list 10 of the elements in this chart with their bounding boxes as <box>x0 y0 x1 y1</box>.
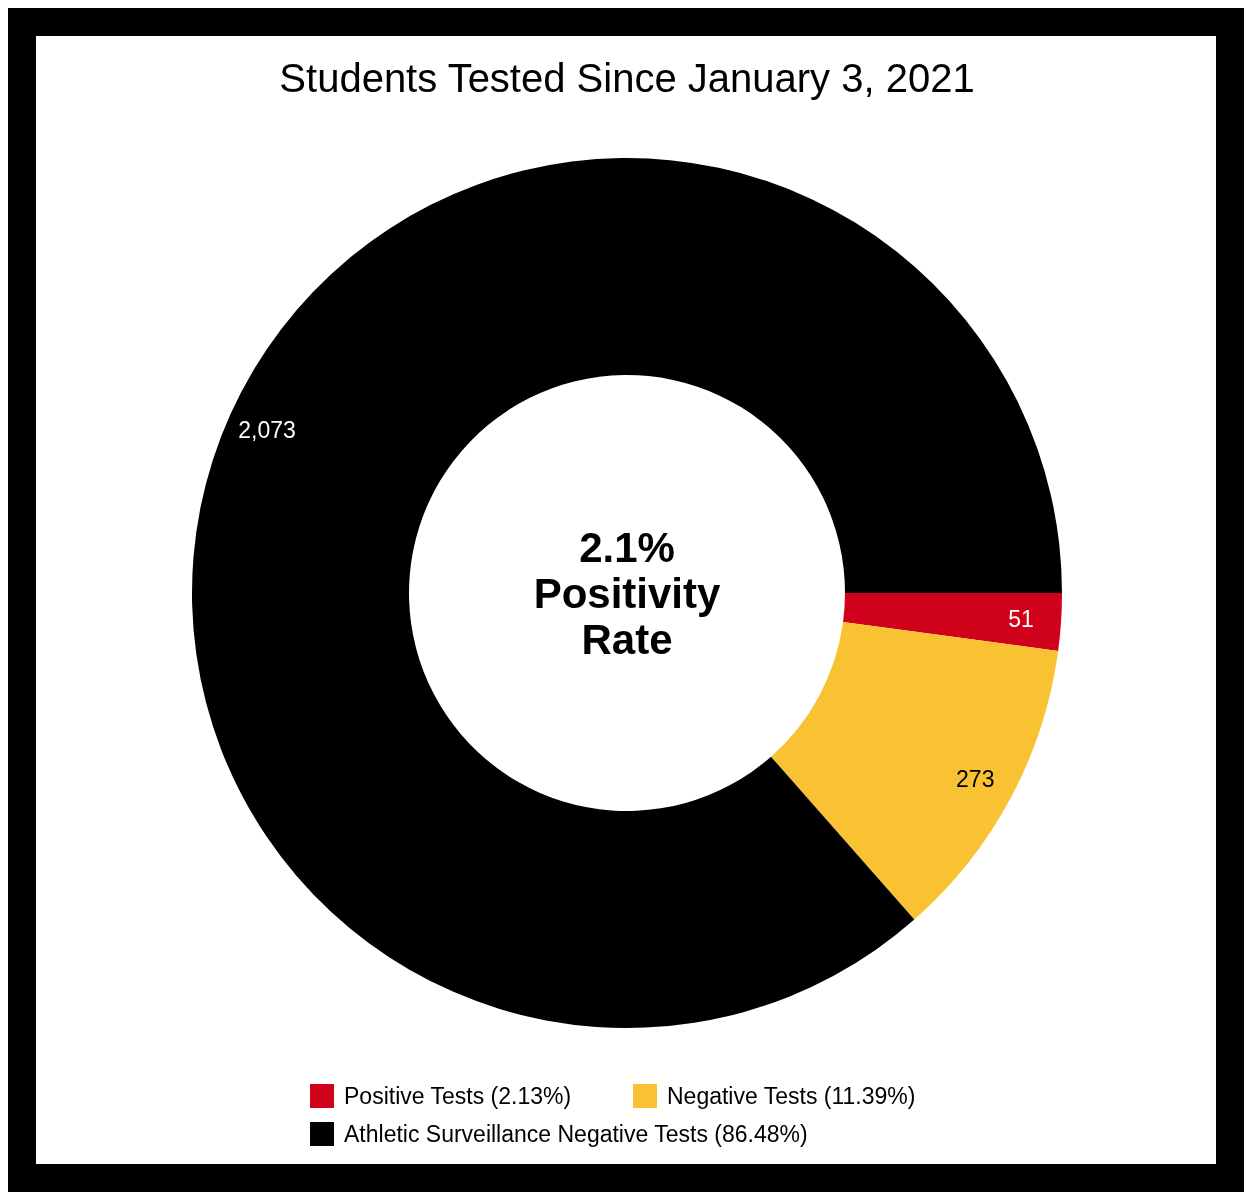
data-label: 2,073 <box>238 417 296 444</box>
data-label: 51 <box>1008 606 1034 633</box>
text: 2.1% Positivity Rate <box>533 523 721 663</box>
data-label: 273 <box>956 766 995 793</box>
chart-title: Students Tested Since January 3, 2021 <box>279 56 975 100</box>
legend-label: Positive Tests (2.13%) <box>344 1083 572 1109</box>
legend-label: Athletic Surveillance Negative Tests (86.48%) <box>344 1121 808 1147</box>
donut-slice <box>192 158 1062 1028</box>
legend-label: Negative Tests (11.39%) <box>667 1083 916 1109</box>
donut-slice <box>843 593 1062 651</box>
